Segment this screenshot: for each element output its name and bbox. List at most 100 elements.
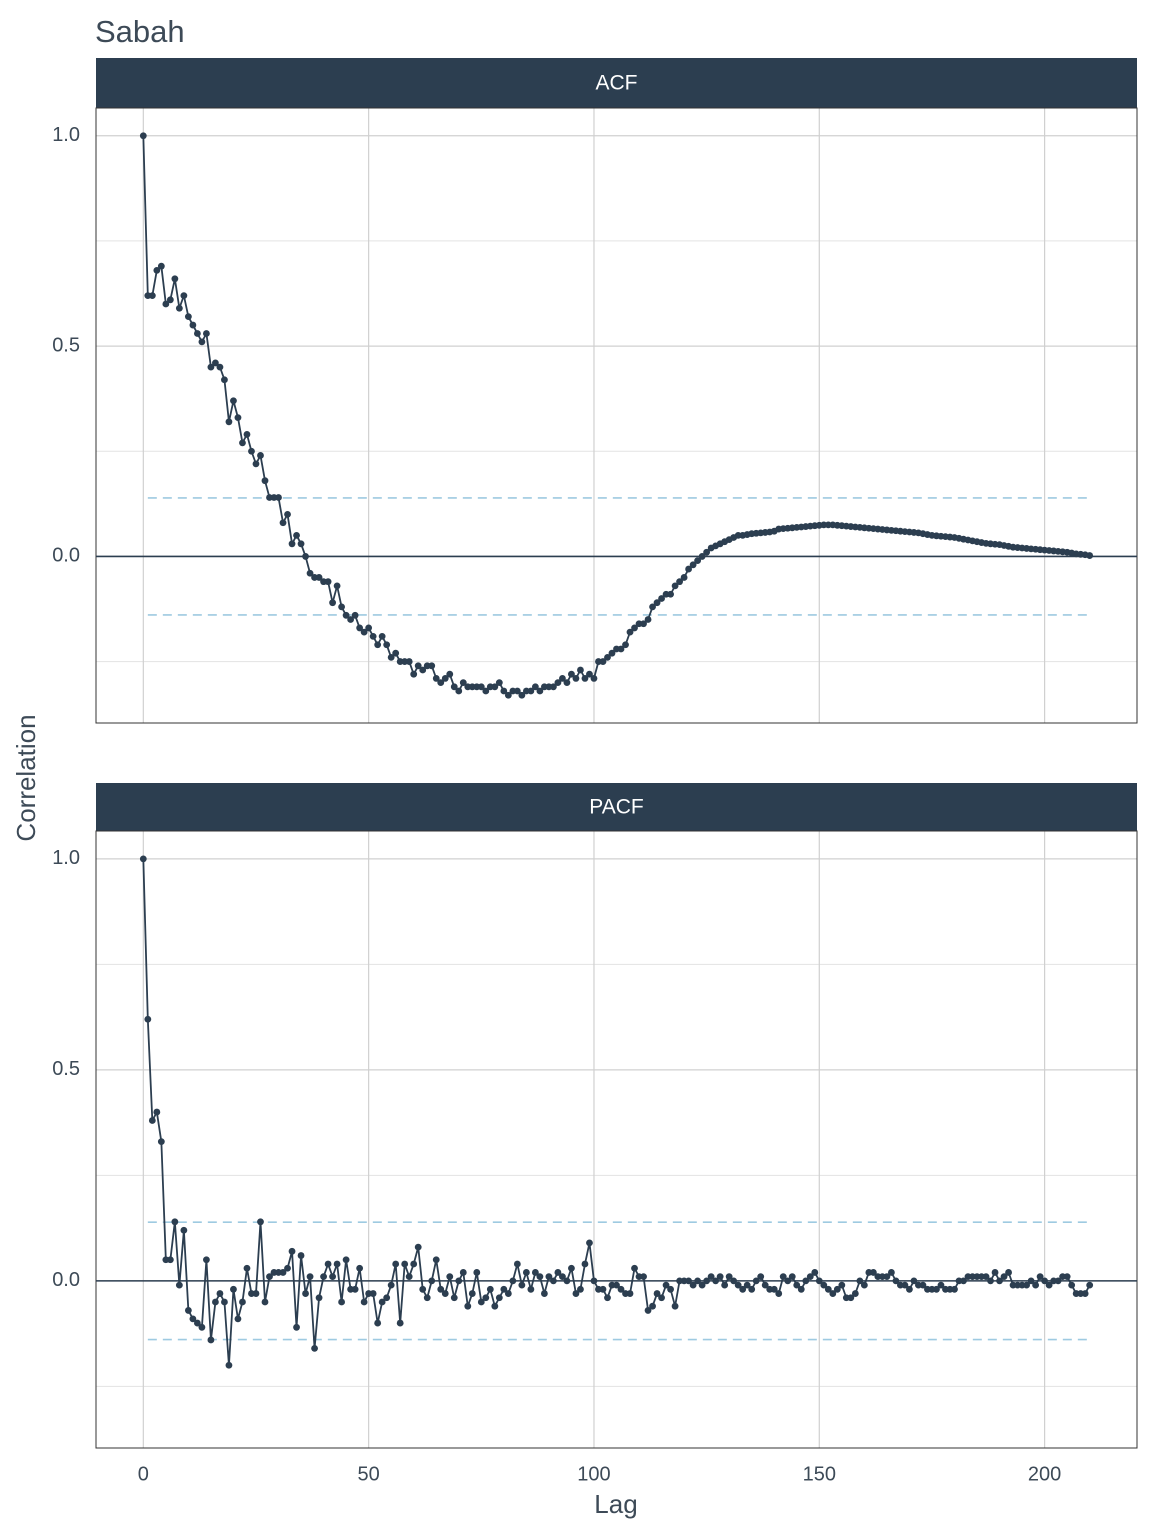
point	[225, 1361, 233, 1369]
point	[662, 1281, 670, 1289]
point	[536, 1273, 544, 1281]
point	[531, 1269, 539, 1276]
point	[1041, 1277, 1049, 1285]
point	[504, 691, 512, 699]
y-tick-label: 1.0	[52, 124, 80, 146]
point	[676, 578, 683, 586]
point	[613, 1281, 620, 1289]
point	[252, 1290, 260, 1297]
point	[293, 1323, 300, 1331]
point	[207, 363, 215, 371]
point	[937, 1281, 945, 1289]
point	[297, 1252, 305, 1259]
point	[401, 1260, 409, 1268]
point	[599, 658, 607, 665]
point	[495, 679, 503, 687]
panel-title: PACF	[589, 796, 643, 819]
point	[590, 675, 598, 682]
point	[252, 460, 260, 468]
point	[1036, 1273, 1044, 1281]
point	[658, 595, 665, 602]
point	[694, 1277, 702, 1285]
point	[387, 1281, 395, 1289]
point	[455, 1277, 463, 1285]
point	[982, 1273, 990, 1281]
y-tick-label: 0.0	[52, 1269, 80, 1291]
point	[419, 666, 427, 674]
point	[667, 1285, 674, 1293]
point	[486, 1285, 494, 1293]
point	[887, 1269, 895, 1276]
point	[513, 1260, 521, 1268]
point	[279, 1269, 287, 1276]
point	[225, 418, 233, 426]
point	[230, 1285, 237, 1293]
point	[658, 1294, 665, 1302]
x-tick-label: 0	[138, 1463, 149, 1485]
point	[473, 1269, 481, 1276]
point	[482, 1294, 490, 1302]
point	[797, 1285, 805, 1293]
point	[860, 1281, 868, 1289]
point	[261, 477, 269, 485]
point	[550, 683, 557, 691]
point	[157, 1138, 165, 1146]
point	[531, 683, 539, 691]
panel-title: ACF	[596, 72, 638, 95]
point	[509, 1277, 517, 1285]
point	[586, 670, 593, 678]
point	[437, 679, 445, 687]
point	[793, 1281, 801, 1289]
point	[446, 1273, 454, 1281]
point	[464, 1302, 472, 1310]
point	[374, 641, 382, 649]
point	[428, 1277, 436, 1285]
point	[410, 1260, 418, 1268]
panel-border	[95, 107, 1138, 724]
x-axis-label: Lag	[594, 1489, 637, 1519]
point	[1081, 1290, 1089, 1297]
point	[166, 1256, 174, 1264]
point	[540, 1290, 548, 1297]
point	[144, 1015, 152, 1023]
point	[324, 578, 332, 586]
point	[338, 603, 346, 611]
point	[157, 262, 165, 270]
point	[320, 1273, 327, 1281]
point	[698, 1281, 706, 1289]
point	[996, 1277, 1003, 1285]
point	[748, 1285, 756, 1293]
point	[824, 1285, 832, 1293]
point	[338, 1298, 346, 1306]
point	[1032, 1281, 1040, 1289]
chart-title: Sabah	[95, 14, 185, 49]
x-tick-label: 200	[1028, 1463, 1061, 1485]
point	[383, 641, 391, 649]
point	[356, 1264, 364, 1272]
point	[153, 266, 161, 274]
point	[175, 1281, 183, 1289]
point	[527, 687, 535, 695]
point	[423, 1294, 431, 1302]
point	[892, 1277, 900, 1285]
strip	[96, 783, 1137, 831]
point	[513, 687, 521, 695]
point	[563, 679, 571, 687]
point	[491, 683, 499, 691]
point	[680, 574, 688, 581]
y-tick-label: 0.5	[52, 1058, 80, 1080]
point	[987, 1277, 994, 1285]
point	[148, 1117, 156, 1124]
point	[536, 687, 544, 695]
point	[360, 628, 368, 636]
point	[297, 540, 305, 548]
point	[626, 1290, 634, 1297]
point	[761, 1281, 769, 1289]
point	[694, 557, 702, 565]
point	[649, 603, 656, 611]
point	[554, 1269, 562, 1276]
point	[248, 447, 255, 455]
point	[148, 292, 156, 300]
point	[410, 670, 418, 678]
point	[563, 1277, 571, 1285]
